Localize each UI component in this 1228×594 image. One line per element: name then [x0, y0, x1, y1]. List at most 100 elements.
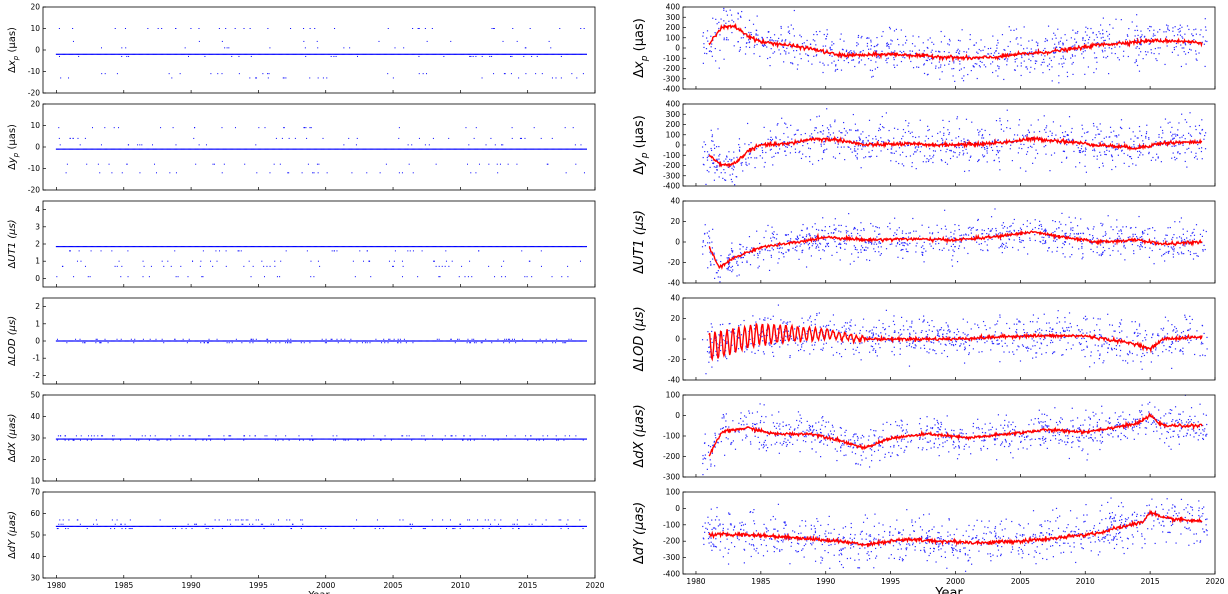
- data-point: [272, 438, 274, 440]
- data-point: [55, 148, 58, 150]
- data-point: [280, 260, 282, 262]
- data-point: [198, 245, 200, 248]
- data-point: [65, 148, 67, 150]
- data-point: [475, 340, 478, 342]
- data-point: [325, 342, 327, 344]
- data-point: [91, 53, 93, 55]
- data-point: [766, 57, 769, 60]
- data-point: [412, 525, 414, 527]
- data-point: [249, 342, 251, 344]
- data-point: [1079, 151, 1082, 154]
- data-point: [58, 340, 60, 342]
- data-point: [867, 58, 870, 60]
- data-point: [780, 25, 782, 28]
- data-point: [354, 340, 356, 342]
- data-point: [230, 340, 232, 342]
- data-point: [807, 55, 810, 57]
- data-point: [900, 60, 903, 63]
- data-point: [487, 245, 489, 248]
- data-point: [327, 148, 329, 150]
- data-point: [267, 28, 269, 29]
- data-point: [519, 148, 521, 150]
- data-point: [205, 144, 207, 146]
- data-point: [192, 340, 194, 342]
- data-point: [130, 438, 132, 440]
- data-point: [60, 148, 62, 150]
- data-point: [219, 250, 221, 252]
- data-point: [137, 525, 139, 527]
- data-point: [481, 438, 483, 440]
- data-point: [212, 245, 214, 248]
- data-point: [911, 43, 914, 45]
- data-point: [493, 438, 495, 440]
- data-point: [500, 245, 502, 248]
- data-point: [451, 435, 453, 437]
- data-point: [866, 45, 869, 47]
- data-point: [157, 148, 159, 150]
- data-point: [212, 265, 214, 267]
- data-point: [217, 340, 219, 342]
- data-point: [404, 245, 407, 248]
- data-point: [401, 438, 403, 440]
- data-point: [186, 148, 188, 150]
- data-point: [164, 53, 166, 55]
- data-point: [552, 245, 554, 248]
- data-point: [69, 438, 72, 440]
- data-point: [330, 438, 332, 440]
- data-point: [553, 148, 555, 150]
- data-point: [739, 46, 741, 49]
- data-point: [723, 7, 725, 10]
- data-point: [406, 340, 409, 342]
- data-point: [255, 144, 257, 146]
- data-point: [377, 148, 380, 150]
- data-point: [251, 53, 254, 55]
- data-point: [511, 53, 513, 55]
- data-point: [372, 148, 374, 150]
- data-point: [410, 340, 412, 342]
- data-point: [244, 340, 246, 342]
- data-point: [484, 245, 486, 248]
- data-point: [748, 41, 750, 44]
- data-point: [938, 50, 940, 52]
- data-point: [929, 155, 931, 157]
- data-point: [182, 53, 185, 55]
- data-point: [1021, 55, 1023, 57]
- data-point: [767, 31, 770, 33]
- data-point: [139, 172, 141, 174]
- data-point: [310, 148, 312, 150]
- data-point: [961, 77, 963, 79]
- data-point: [333, 525, 335, 527]
- data-point: [472, 525, 474, 527]
- data-point: [891, 146, 893, 148]
- data-point: [163, 525, 165, 527]
- y-tick-label: -100: [663, 54, 680, 63]
- data-point: [952, 75, 954, 77]
- data-point: [955, 58, 957, 60]
- data-point: [110, 340, 112, 342]
- data-point: [391, 340, 394, 342]
- data-point: [354, 276, 356, 278]
- data-point: [400, 148, 402, 150]
- data-point: [378, 340, 381, 342]
- data-point: [83, 148, 86, 150]
- data-point: [1127, 55, 1129, 58]
- data-point: [469, 148, 471, 150]
- data-point: [978, 48, 980, 51]
- data-point: [209, 245, 212, 248]
- data-point: [66, 163, 68, 165]
- data-point: [99, 342, 101, 344]
- data-point: [150, 53, 152, 55]
- data-point: [416, 438, 418, 440]
- data-point: [417, 276, 419, 278]
- data-point: [1037, 42, 1039, 44]
- data-point: [895, 28, 897, 30]
- data-point: [353, 528, 355, 530]
- data-point: [258, 127, 260, 129]
- data-point: [252, 53, 255, 55]
- data-point: [316, 525, 318, 527]
- data-point: [1037, 119, 1039, 121]
- data-point: [1054, 52, 1056, 54]
- data-point: [1082, 51, 1084, 53]
- data-point: [980, 39, 982, 41]
